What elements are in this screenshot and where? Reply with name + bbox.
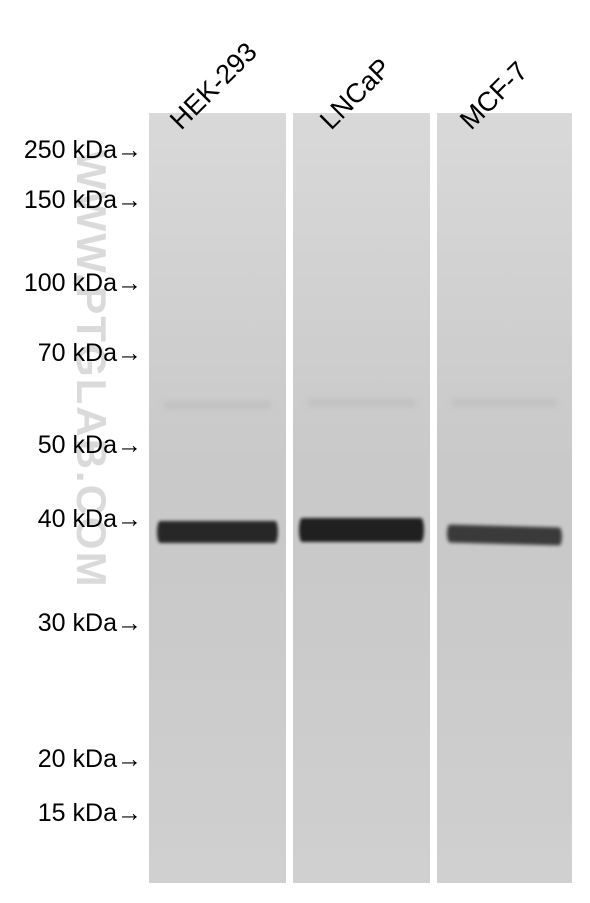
lane-bg-0 [149, 113, 286, 883]
band-0 [157, 521, 278, 543]
faint-band-0 [163, 401, 272, 409]
mw-label-8: 15 kDa→ [38, 799, 142, 828]
mw-label-5: 40 kDa→ [38, 505, 142, 534]
mw-label-4: 50 kDa→ [38, 431, 142, 460]
faint-band-1 [307, 399, 416, 407]
mw-label-2: 100 kDa→ [24, 269, 142, 298]
faint-band-2 [451, 399, 558, 407]
mw-label-0: 250 kDa→ [24, 136, 142, 165]
lane-bg-2 [437, 113, 572, 883]
mw-label-7: 20 kDa→ [38, 745, 142, 774]
lane-gap-0 [286, 113, 293, 883]
lane-bg-1 [293, 113, 430, 883]
mw-label-3: 70 kDa→ [38, 339, 142, 368]
blot-membrane [149, 113, 572, 883]
mw-label-6: 30 kDa→ [38, 609, 142, 638]
band-2 [447, 524, 562, 545]
lane-gap-1 [430, 113, 437, 883]
band-1 [299, 518, 424, 542]
western-blot-figure: WWW.PTGLAB.COM HEK-293LNCaPMCF-7250 kDa→… [0, 0, 590, 903]
mw-label-1: 150 kDa→ [24, 186, 142, 215]
